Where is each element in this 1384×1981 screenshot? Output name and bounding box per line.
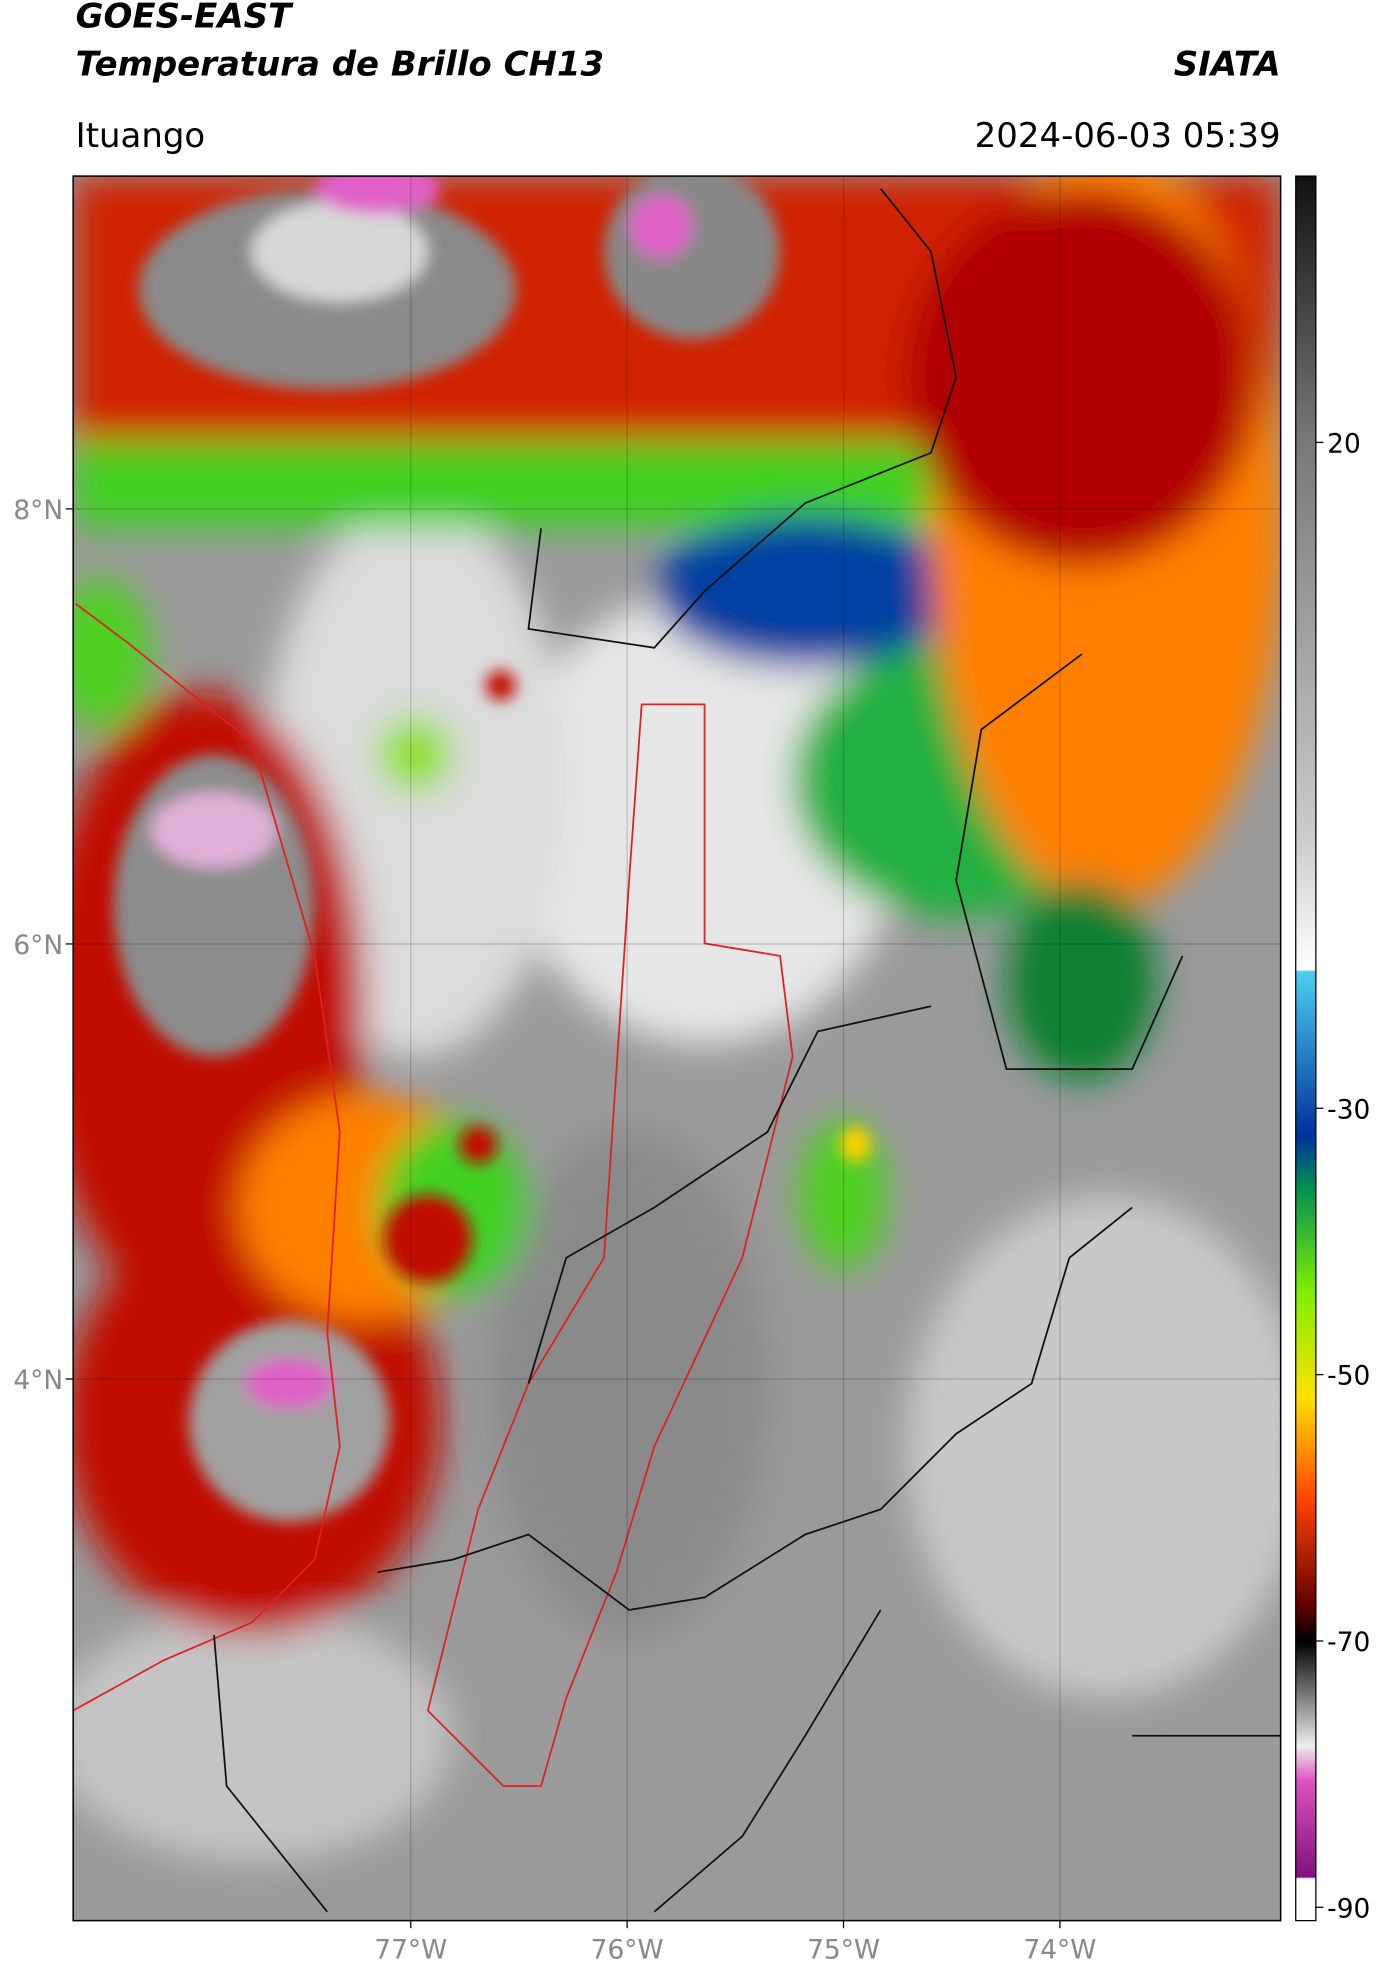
graticule [65, 176, 1281, 1929]
lat-tick-label: 4°N [13, 1365, 63, 1396]
satellite-image [73, 176, 1281, 1921]
lat-tick-label: 6°N [13, 930, 63, 961]
subtitle: Temperatura de Brillo CH13 [76, 44, 604, 84]
lon-tick-label: 75°W [807, 1934, 880, 1965]
colorbar-tick-label: -50 [1327, 1361, 1370, 1392]
colorbar-tick-label: -90 [1327, 1893, 1370, 1924]
lat-tick-label: 8°N [13, 495, 63, 526]
lon-tick-label: 77°W [374, 1934, 447, 1965]
title: GOES-EAST [76, 0, 294, 37]
colorbar-tick-label: -70 [1327, 1627, 1370, 1658]
lon-tick-label: 74°W [1023, 1934, 1096, 1965]
colorbar-tick-label: -30 [1327, 1094, 1370, 1125]
datetime: 2024-06-03 05:39 [975, 116, 1281, 156]
colorbar [1295, 175, 1317, 1922]
place: Ituango [76, 116, 206, 156]
lon-tick-label: 76°W [591, 1934, 664, 1965]
organization: SIATA [1174, 44, 1281, 84]
map-frame [72, 175, 1282, 1922]
colorbar-tick-label: 20 [1327, 428, 1361, 459]
